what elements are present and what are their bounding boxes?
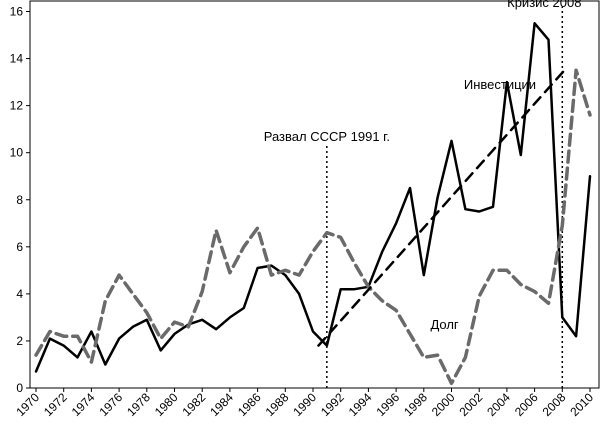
y-tick-label: 10 xyxy=(10,146,24,160)
reference-lines xyxy=(326,6,564,388)
annotations: Развал СССР 1991 г. Кризис 2008 Инвестиции… xyxy=(264,0,582,332)
x-tick-label: 2010 xyxy=(567,390,596,419)
annotation-label: Инвестиции xyxy=(464,77,536,92)
annotation-label: Долг xyxy=(430,317,458,332)
y-tick-label: 12 xyxy=(10,99,24,113)
plot-area xyxy=(29,0,600,389)
x-tick-label: 2008 xyxy=(540,390,569,419)
y-tick-label: 0 xyxy=(16,381,23,395)
x-tick-label: 1998 xyxy=(401,390,430,419)
x-tick-label: 2002 xyxy=(457,390,486,419)
x-tick-label: 1972 xyxy=(41,390,70,419)
x-tick-label: 1976 xyxy=(96,390,125,419)
y-tick-label: 4 xyxy=(16,287,23,301)
x-tick-label: 1978 xyxy=(124,390,153,419)
x-tick-label: 1986 xyxy=(235,390,264,419)
x-tick-label: 1996 xyxy=(373,390,402,419)
series-line-investments xyxy=(34,22,592,373)
y-axis: 0 2 4 6 8 10 12 14 16 xyxy=(10,5,30,395)
annotation-label: Кризис 2008 xyxy=(507,0,581,10)
y-tick-label: 16 xyxy=(10,5,24,19)
y-tick-label: 14 xyxy=(10,52,24,66)
x-tick-label: 1974 xyxy=(69,390,98,419)
y-tick-label: 6 xyxy=(16,240,23,254)
series-line-debt xyxy=(34,68,592,386)
x-tick-label: 1984 xyxy=(207,390,236,419)
x-tick-label: 1990 xyxy=(290,390,319,419)
trend-line xyxy=(317,66,568,347)
x-tick-label: 1994 xyxy=(346,390,375,419)
x-tick-label: 1992 xyxy=(318,390,347,419)
x-tick-label: 2004 xyxy=(484,390,513,419)
annotation-label: Развал СССР 1991 г. xyxy=(264,129,390,144)
y-tick-label: 8 xyxy=(16,193,23,207)
x-axis: 1970197219741976197819801982198419861988… xyxy=(13,388,596,419)
y-tick-label: 2 xyxy=(16,334,23,348)
x-tick-label: 1988 xyxy=(263,390,292,419)
x-tick-label: 1980 xyxy=(152,390,181,419)
x-tick-label: 1982 xyxy=(180,390,209,419)
x-tick-label: 2000 xyxy=(429,390,458,419)
series-group xyxy=(34,22,592,386)
x-tick-label: 2006 xyxy=(512,390,541,419)
